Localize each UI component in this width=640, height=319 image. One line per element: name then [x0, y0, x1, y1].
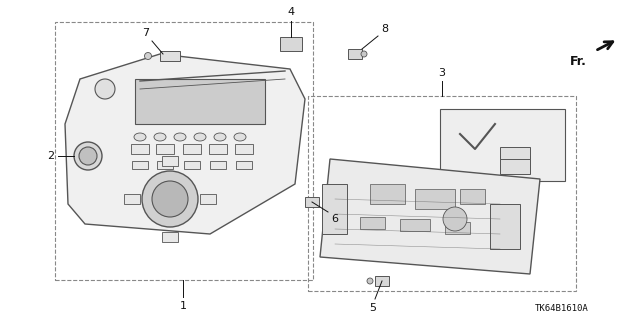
Bar [236, 161, 252, 169]
Bar [308, 96, 576, 291]
Ellipse shape [214, 133, 226, 141]
Circle shape [74, 142, 102, 170]
Text: 6: 6 [331, 214, 338, 224]
Polygon shape [65, 54, 305, 234]
Bar [183, 144, 201, 154]
Ellipse shape [134, 133, 146, 141]
Bar [500, 156, 530, 174]
Circle shape [361, 51, 367, 57]
Text: 7: 7 [142, 28, 149, 38]
Circle shape [152, 181, 188, 217]
Circle shape [79, 147, 97, 165]
Bar [415, 189, 455, 209]
Bar [348, 49, 362, 59]
Ellipse shape [234, 133, 246, 141]
Bar [490, 204, 520, 249]
Bar [132, 161, 148, 169]
Bar [500, 147, 530, 159]
Bar [375, 276, 389, 286]
Circle shape [95, 79, 115, 99]
Bar [322, 184, 347, 234]
Bar [131, 144, 149, 154]
Bar [157, 161, 173, 169]
Text: 4: 4 [287, 7, 294, 17]
Circle shape [443, 207, 467, 231]
Bar [280, 37, 302, 51]
Text: Fr.: Fr. [570, 55, 587, 68]
Ellipse shape [154, 133, 166, 141]
Bar [135, 79, 265, 124]
Bar [445, 222, 470, 234]
Bar [162, 232, 178, 242]
Bar [360, 217, 385, 229]
Bar [156, 144, 174, 154]
Circle shape [367, 278, 373, 284]
Text: 2: 2 [47, 151, 54, 161]
Text: 5: 5 [369, 303, 376, 313]
Bar [440, 109, 565, 181]
Ellipse shape [174, 133, 186, 141]
Bar [305, 197, 319, 207]
Bar [370, 184, 405, 204]
Bar [400, 219, 430, 231]
Bar [200, 194, 216, 204]
Bar [209, 144, 227, 154]
Bar [162, 156, 178, 166]
Text: 3: 3 [438, 68, 445, 78]
Bar [460, 189, 485, 204]
Circle shape [142, 171, 198, 227]
Bar [184, 161, 200, 169]
Text: 8: 8 [381, 24, 388, 34]
Circle shape [145, 53, 152, 60]
Ellipse shape [194, 133, 206, 141]
Bar [160, 51, 180, 61]
Bar [124, 194, 140, 204]
Bar [210, 161, 226, 169]
Polygon shape [320, 159, 540, 274]
Text: TK64B1610A: TK64B1610A [535, 304, 589, 313]
Bar [55, 22, 313, 280]
Text: 1: 1 [179, 301, 186, 311]
Bar [235, 144, 253, 154]
